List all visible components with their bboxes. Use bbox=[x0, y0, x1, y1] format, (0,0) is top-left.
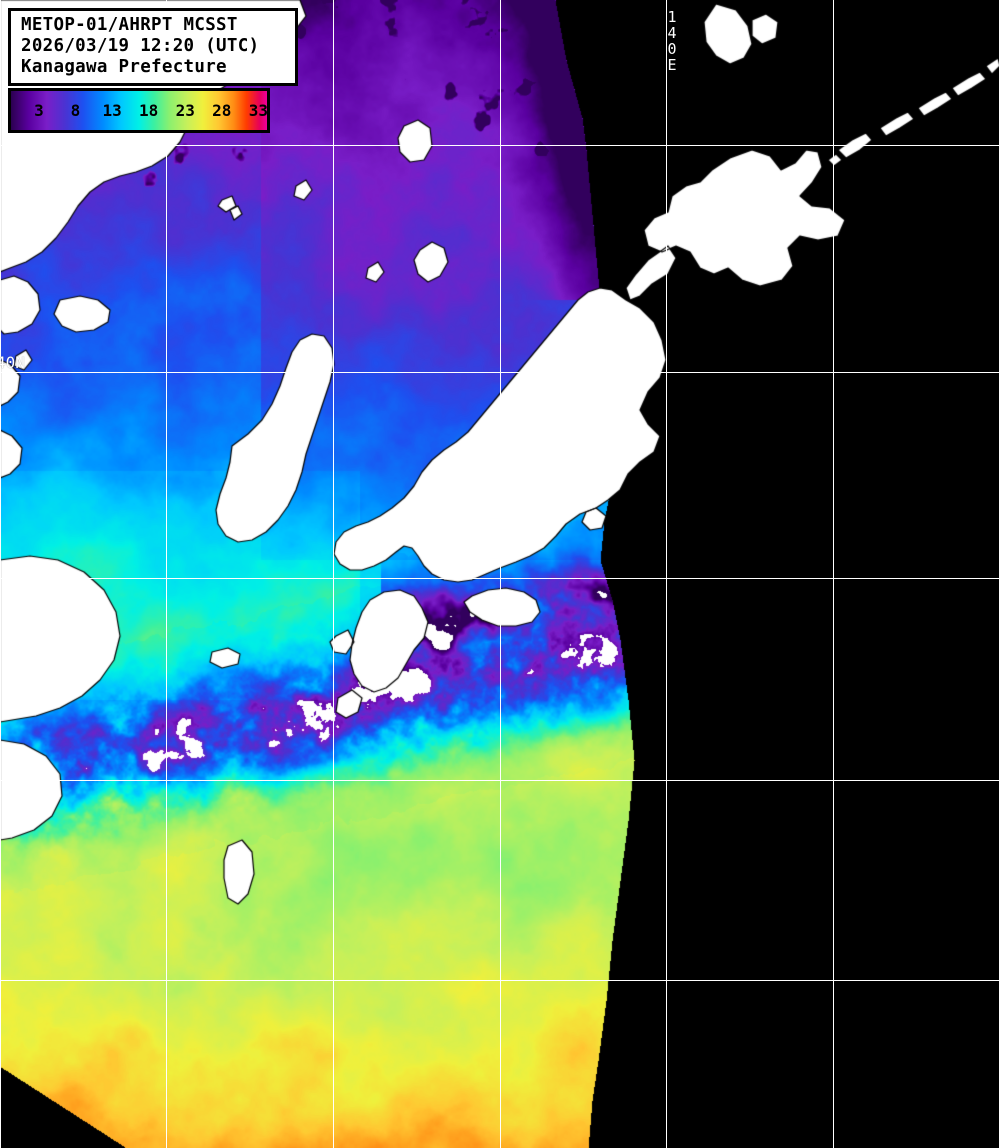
colorbar-tick-8: 8 bbox=[70, 100, 81, 120]
observation-time: 2026/03/19 12:20 (UTC) bbox=[21, 36, 260, 56]
longitude-label-text: 140E bbox=[663, 8, 681, 72]
colorbar-tick-3: 3 bbox=[34, 100, 44, 120]
colorbar-tick-23: 23 bbox=[175, 100, 195, 120]
region-name: Kanagawa Prefecture bbox=[21, 57, 227, 77]
colorbar-gradient bbox=[11, 91, 267, 130]
colorbar-tick-18: 18 bbox=[139, 100, 159, 120]
latitude-label-40n: 40N bbox=[0, 353, 25, 372]
info-box: METOP-01/AHRPT MCSST 2026/03/19 12:20 (U… bbox=[8, 8, 298, 86]
colorbar-tick-13: 13 bbox=[102, 100, 122, 120]
longitude-label-140e: 140E bbox=[663, 8, 682, 72]
colorbar-tick-28: 28 bbox=[212, 100, 232, 120]
colorbar-tick-33: 33 bbox=[248, 100, 268, 120]
sst-colorbar: 3 8 13 18 23 28 33 bbox=[8, 88, 270, 133]
product-title: METOP-01/AHRPT MCSST bbox=[21, 15, 238, 35]
colorbar-tick-labels: 3 8 13 18 23 28 33 bbox=[11, 91, 268, 130]
